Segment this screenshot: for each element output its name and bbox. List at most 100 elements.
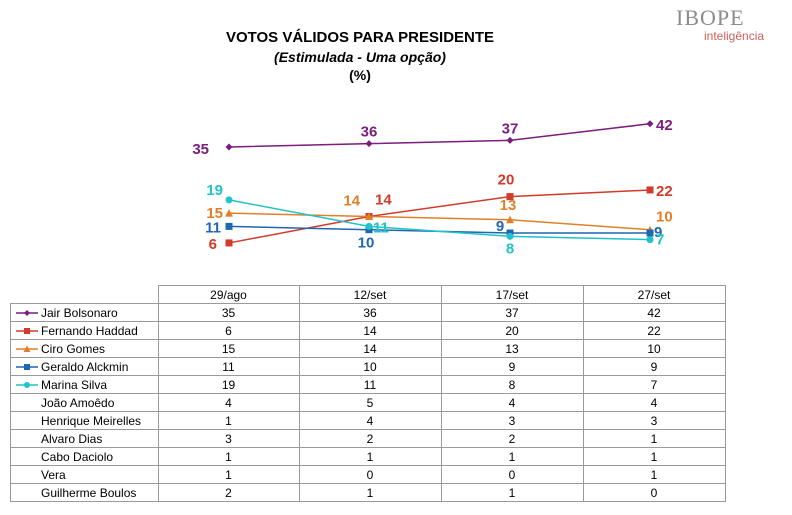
data-point [506,215,514,224]
data-label: 9 [654,224,662,241]
table-cell: 0 [298,465,442,484]
table-cell: 19 [157,375,300,394]
table-row: Fernando Haddad 6 14 20 22 [10,321,726,340]
row-label: Vera [10,465,159,484]
chart-title: VOTOS VÁLIDOS PARA PRESIDENTE [225,29,495,46]
table-cell: 3 [440,411,584,430]
table-cell: 11 [157,357,300,376]
table-cell: 9 [440,357,584,376]
data-label: 11 [373,219,389,236]
table-row: Marina Silva 19 11 8 7 [10,375,726,394]
legend-marker [16,310,38,317]
table-column-header: 12/set [298,285,442,304]
table-header-row: 29/ago 12/set 17/set 27/set [10,285,726,304]
data-label: 9 [496,218,504,235]
data-label: 14 [375,191,392,208]
table-column-header: 29/ago [157,285,300,304]
table-cell: 1 [298,483,442,502]
series-name: Jair Bolsonaro [41,305,118,320]
data-label: 20 [498,172,515,189]
legend-spacer [15,398,39,408]
table-cell: 1 [157,411,300,430]
legend-spacer [15,452,39,462]
logo-brand: IBOPE [676,5,745,30]
table-cell: 10 [582,339,726,358]
legend-marker [16,364,38,371]
legend-symbol [24,382,30,389]
data-label: 37 [502,120,519,137]
series-name: Ciro Gomes [41,341,106,356]
row-label: João Amoêdo [10,393,159,412]
series-marina-silva: 19 11 8 7 [206,182,664,257]
data-label: 15 [206,205,223,222]
table-cell: 0 [582,483,726,502]
data-label: 35 [192,141,209,158]
row-label: Geraldo Alckmin [10,357,159,376]
data-point [646,186,654,194]
data-label: 36 [361,124,378,141]
series-name: Vera [41,467,66,482]
series-name: Alvaro Dias [41,431,103,446]
series-name: Fernando Haddad [41,323,138,338]
table-row: Vera 1 0 0 1 [10,465,726,484]
table-cell: 22 [582,321,726,340]
series-ciro-gomes: 15 14 13 10 [206,192,673,234]
data-point [365,212,373,220]
data-point [646,229,654,237]
series-name: Cabo Daciolo [41,449,114,464]
table-cell: 1 [582,429,726,448]
data-table: 29/ago 12/set 17/set 27/set Jair Bolsonaro 3… [10,285,726,502]
ibope-logo: IBOPE inteligência [676,5,786,43]
data-label: 22 [656,183,673,200]
table-cell: 13 [440,339,584,358]
data-label: 6 [209,236,217,253]
table-body: Jair Bolsonaro 35 36 37 42 Fernando Haddad 6 14… [10,303,726,502]
series-name: Marina Silva [41,377,108,392]
row-label: Cabo Daciolo [10,447,159,466]
series-name: Geraldo Alckmin [41,359,129,374]
data-point [225,209,233,217]
series-line [228,189,651,244]
data-point [646,236,654,244]
table-cell: 4 [298,411,442,430]
table-cell: 2 [157,483,300,502]
row-label: Henrique Meirelles [10,411,159,430]
table-cell: 1 [157,447,300,466]
table-cell: 35 [157,303,300,322]
data-label: 13 [500,197,517,214]
table-cell: 4 [157,393,300,412]
legend-spacer [15,434,39,444]
data-point [225,239,233,247]
series-line [228,123,651,148]
table-cell: 10 [298,357,442,376]
legend-symbol [24,364,30,371]
series-name: João Amoêdo [41,395,115,410]
table-cell: 4 [440,393,584,412]
table-corner [10,285,159,304]
table-cell: 1 [582,465,726,484]
table-cell: 4 [582,393,726,412]
table-row: Ciro Gomes 15 14 13 10 [10,339,726,358]
row-label: Jair Bolsonaro [10,303,159,322]
table-cell: 1 [582,447,726,466]
series-line [228,212,651,231]
data-label: 10 [656,209,673,226]
table-cell: 1 [157,465,300,484]
title-block: VOTOS VÁLIDOS PARA PRESIDENTE (Estimulad… [160,28,560,84]
data-point [506,193,514,201]
row-label: Marina Silva [10,375,159,394]
chart-unit: (%) [349,67,371,83]
series-fernando-haddad: 6 14 20 22 [209,172,673,253]
legend-spacer [15,470,39,480]
data-label: 7 [656,232,664,249]
table-cell: 14 [298,321,442,340]
table-cell: 11 [298,375,442,394]
row-label: Fernando Haddad [10,321,159,340]
data-point [225,196,233,204]
data-label: 10 [358,235,375,252]
series-name: Guilherme Boulos [41,485,137,500]
table-row: Alvaro Dias 3 2 2 1 [10,429,726,448]
table-cell: 14 [298,339,442,358]
